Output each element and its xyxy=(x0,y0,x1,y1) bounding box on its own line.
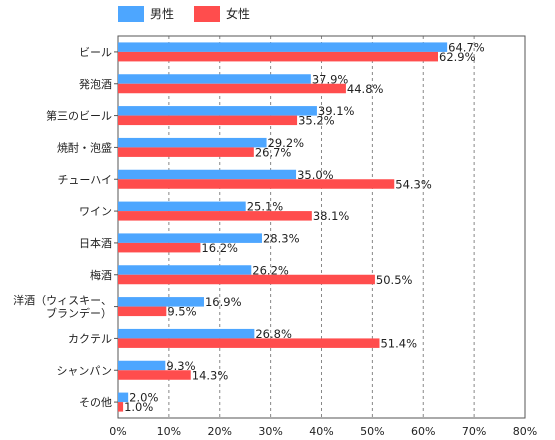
value-label-male: 2.0% xyxy=(129,391,158,405)
value-label-female: 14.3% xyxy=(192,368,229,382)
legend-label-female: 女性 xyxy=(226,7,251,21)
x-tick-label: 60% xyxy=(411,425,435,438)
bar-female xyxy=(118,370,191,380)
value-label-male: 35.0% xyxy=(297,168,334,182)
category-label: 梅酒 xyxy=(90,268,112,282)
value-label-female: 1.0% xyxy=(124,400,153,414)
category-label: 発泡酒 xyxy=(79,77,112,91)
bar-female xyxy=(118,147,254,157)
legend-swatch-male xyxy=(118,5,144,22)
bar-female xyxy=(118,51,439,62)
category-label: 日本酒 xyxy=(79,236,112,250)
category-label: 洋酒（ウィスキー、ブランデー） xyxy=(13,293,112,320)
value-label-female: 16.2% xyxy=(201,241,238,255)
bar-male xyxy=(118,74,311,84)
bar-female xyxy=(118,274,375,285)
value-label-female: 44.8% xyxy=(347,82,384,96)
x-tick-label: 10% xyxy=(157,425,181,438)
bar-female xyxy=(118,83,346,94)
bar-female xyxy=(118,179,395,189)
category-label: その他 xyxy=(79,396,112,409)
bar-male xyxy=(118,169,297,180)
bar-male xyxy=(118,360,166,371)
plot-frame xyxy=(117,35,526,419)
value-label-male: 29.2% xyxy=(268,136,305,150)
value-label-male: 9.3% xyxy=(166,359,195,373)
bar-male xyxy=(118,265,252,275)
bar-male xyxy=(118,42,448,52)
legend-label-male: 男性 xyxy=(150,7,175,21)
value-label-male: 25.1% xyxy=(247,200,284,214)
bar-female xyxy=(118,338,380,348)
value-label-female: 62.9% xyxy=(439,50,476,64)
bar-female xyxy=(118,242,201,253)
legend-item-male: 男性 xyxy=(118,5,174,22)
x-tick-label: 30% xyxy=(258,425,282,438)
bar-male xyxy=(118,328,255,339)
x-tick-label: 0% xyxy=(109,425,126,438)
value-label-male: 64.7% xyxy=(448,40,485,54)
value-label-male: 39.1% xyxy=(318,104,355,118)
value-label-male: 26.2% xyxy=(252,263,289,277)
value-label-male: 37.9% xyxy=(312,72,349,86)
value-label-male: 28.3% xyxy=(263,231,300,245)
bar-female xyxy=(118,115,298,126)
bar-male xyxy=(118,297,204,307)
category-label: 焼酎・泡盛 xyxy=(57,140,112,154)
category-label: チューハイ xyxy=(57,173,112,186)
value-label-female: 38.1% xyxy=(313,209,350,223)
value-label-female: 9.5% xyxy=(167,305,196,319)
x-tick-label: 40% xyxy=(309,425,333,438)
category-label: ワイン xyxy=(79,205,112,218)
bar-female xyxy=(118,402,124,412)
category-label: カクテル xyxy=(68,332,112,345)
x-tick-label: 50% xyxy=(360,425,384,438)
value-label-female: 54.3% xyxy=(395,177,432,191)
value-label-female: 26.7% xyxy=(255,145,292,159)
legend: 男性 女性 xyxy=(118,5,260,22)
x-tick-label: 20% xyxy=(208,425,232,438)
category-label: ビール xyxy=(79,46,112,59)
bar-male xyxy=(118,233,262,243)
category-label: 第三のビール xyxy=(46,109,112,123)
bar-male xyxy=(118,106,317,116)
bar-male xyxy=(118,201,246,212)
value-label-female: 51.4% xyxy=(380,336,417,350)
category-label: シャンパン xyxy=(56,364,112,377)
x-tick-label: 80% xyxy=(513,425,537,438)
value-label-female: 50.5% xyxy=(376,273,413,287)
bar-male xyxy=(118,137,267,148)
legend-swatch-female xyxy=(194,5,221,22)
value-label-male: 26.8% xyxy=(255,327,292,341)
legend-item-female: 女性 xyxy=(194,5,250,22)
value-label-male: 16.9% xyxy=(205,295,242,309)
x-tick-label: 70% xyxy=(462,425,486,438)
bar-female xyxy=(118,306,167,317)
value-label-female: 35.2% xyxy=(298,114,335,128)
bar-male xyxy=(118,392,129,403)
bar-female xyxy=(118,211,312,221)
